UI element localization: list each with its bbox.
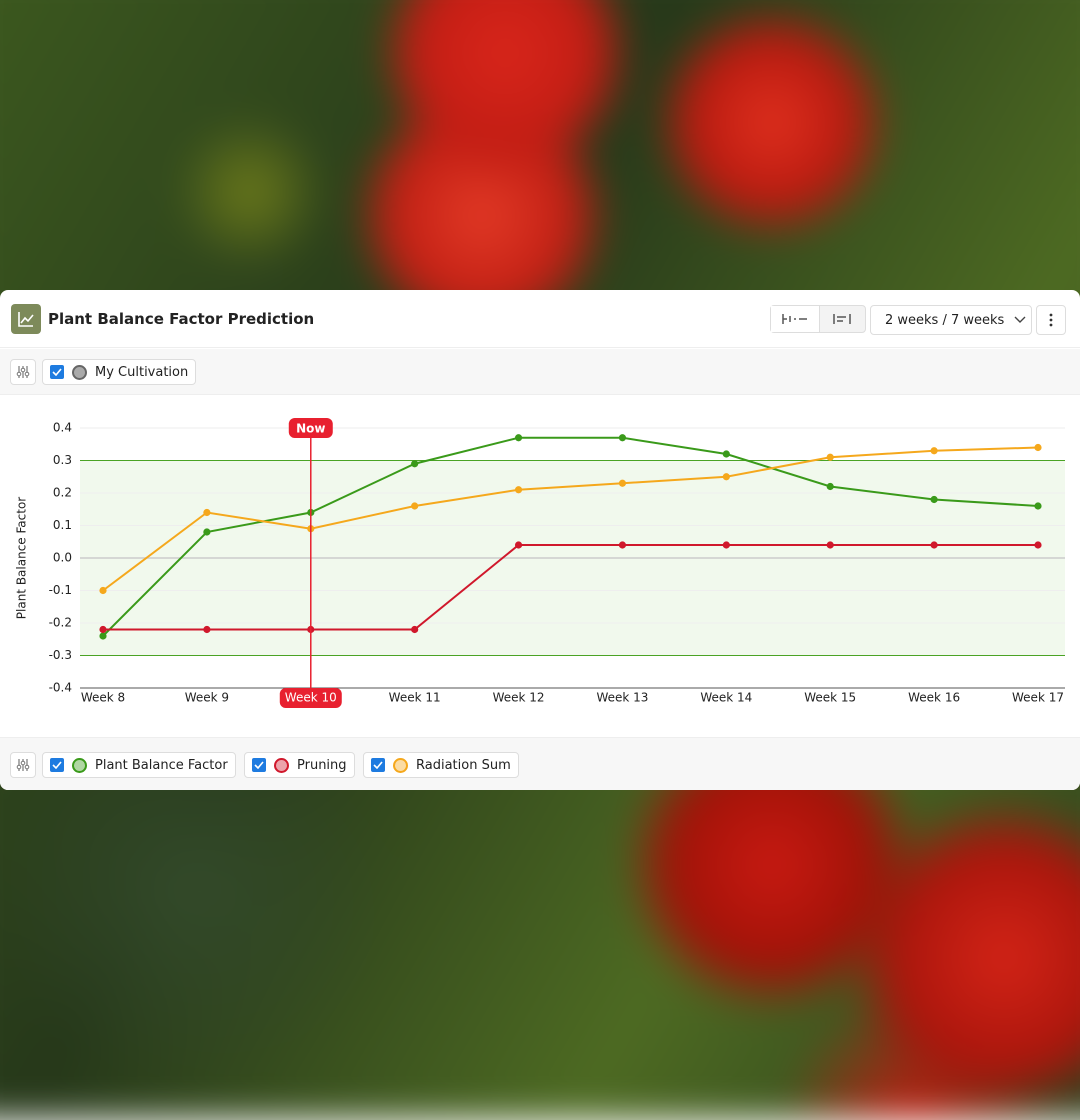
- card-header: Plant Balance Factor Prediction 2 weeks …: [0, 290, 1080, 348]
- legend-label: Radiation Sum: [416, 757, 511, 773]
- checkbox[interactable]: [50, 365, 64, 379]
- data-point: [99, 625, 107, 634]
- y-tick-label: -0.1: [49, 583, 72, 597]
- chart: 0.4 0.3 0.2 0.1 0.0 -0.1 -0.2 -0.3 -0.4 Plant Bal…: [15, 418, 1065, 708]
- data-point: [514, 486, 523, 494]
- range-dropdown[interactable]: 2 weeks / 7 weeks: [870, 305, 1032, 335]
- data-point: [826, 541, 834, 549]
- legend-settings[interactable]: [10, 752, 36, 778]
- view-toggle: [770, 305, 866, 333]
- y-tick-label: -0.2: [49, 616, 72, 630]
- data-point: [722, 541, 730, 549]
- data-point: [411, 625, 419, 634]
- data-point: [618, 479, 627, 487]
- legend-item[interactable]: Plant Balance Factor: [42, 752, 236, 778]
- data-point: [203, 625, 211, 634]
- checkbox[interactable]: [252, 758, 266, 772]
- x-tick-label: Week 12: [493, 691, 545, 705]
- swatch: [72, 364, 87, 380]
- data-point: [930, 541, 938, 549]
- x-tick-label: Week 11: [389, 691, 441, 705]
- legend-swatch: [72, 757, 87, 773]
- filter-bar: My Cultivation: [0, 349, 1080, 395]
- x-tick-label: Week 15: [804, 691, 856, 705]
- data-point: [203, 508, 211, 517]
- card-title: Plant Balance Factor Prediction: [48, 310, 315, 328]
- legend-item[interactable]: Pruning: [244, 752, 355, 778]
- data-point: [826, 453, 834, 461]
- legend-label: Plant Balance Factor: [95, 757, 228, 773]
- data-point: [826, 482, 834, 491]
- chart-card: Plant Balance Factor Prediction 2 weeks …: [0, 290, 1080, 790]
- data-point: [99, 586, 107, 595]
- data-point: [722, 450, 730, 458]
- data-point: [411, 502, 419, 510]
- chart-icon: [11, 304, 41, 334]
- series-line: [103, 544, 1038, 631]
- x-tick-label: Week 16: [908, 691, 960, 705]
- x-tick-label: Week 13: [596, 691, 648, 705]
- data-point: [1034, 502, 1042, 510]
- now-label: Now: [296, 422, 325, 436]
- y-tick-label: 0.0: [53, 551, 72, 565]
- data-point: [1034, 541, 1042, 549]
- data-point: [203, 528, 211, 536]
- y-axis-label: Plant Balance Factor: [15, 497, 29, 620]
- checkbox[interactable]: [50, 758, 64, 772]
- series-line: [102, 436, 1039, 637]
- data-point: [618, 434, 627, 442]
- y-tick-label: 0.2: [53, 486, 72, 500]
- legend: Plant Balance Factor Pruning Radiation Sum: [0, 737, 1080, 790]
- x-tick-label: Week 10: [285, 691, 337, 705]
- more-menu[interactable]: [1036, 305, 1066, 335]
- x-tick-label: Week 9: [185, 691, 229, 705]
- x-tick-label: Week 8: [81, 691, 125, 705]
- now-badge: [288, 418, 333, 438]
- data-point: [514, 541, 523, 549]
- y-tick-label: -0.3: [49, 648, 72, 662]
- data-point: [1034, 443, 1042, 452]
- filter-settings[interactable]: [10, 359, 36, 385]
- view-toggle-b[interactable]: [820, 313, 865, 325]
- data-point: [99, 632, 107, 640]
- range-label: 2 weeks / 7 weeks: [885, 312, 1005, 328]
- y-tick-label: 0.4: [53, 421, 72, 435]
- y-tick-label: -0.4: [49, 681, 72, 695]
- data-point: [930, 495, 938, 504]
- data-point: [722, 473, 730, 481]
- legend-label: Pruning: [297, 757, 347, 773]
- view-toggle-a[interactable]: [771, 306, 820, 332]
- cultivation-filter[interactable]: My Cultivation: [42, 359, 197, 385]
- data-point: [514, 434, 523, 442]
- y-tick-label: 0.1: [53, 518, 72, 532]
- data-point: [930, 447, 938, 455]
- y-tick-label: 0.3: [53, 453, 72, 467]
- legend-swatch: [393, 757, 408, 773]
- legend-swatch: [274, 757, 289, 773]
- data-point: [411, 460, 419, 468]
- cultivation-label: My Cultivation: [95, 364, 189, 380]
- x-tick-label: Week 17: [1012, 691, 1064, 705]
- checkbox[interactable]: [371, 758, 385, 772]
- data-point: [618, 541, 627, 549]
- now-tick-badge: [279, 688, 342, 708]
- series-line: [102, 446, 1039, 592]
- legend-item[interactable]: Radiation Sum: [363, 752, 519, 778]
- x-tick-label: Week 14: [700, 691, 752, 705]
